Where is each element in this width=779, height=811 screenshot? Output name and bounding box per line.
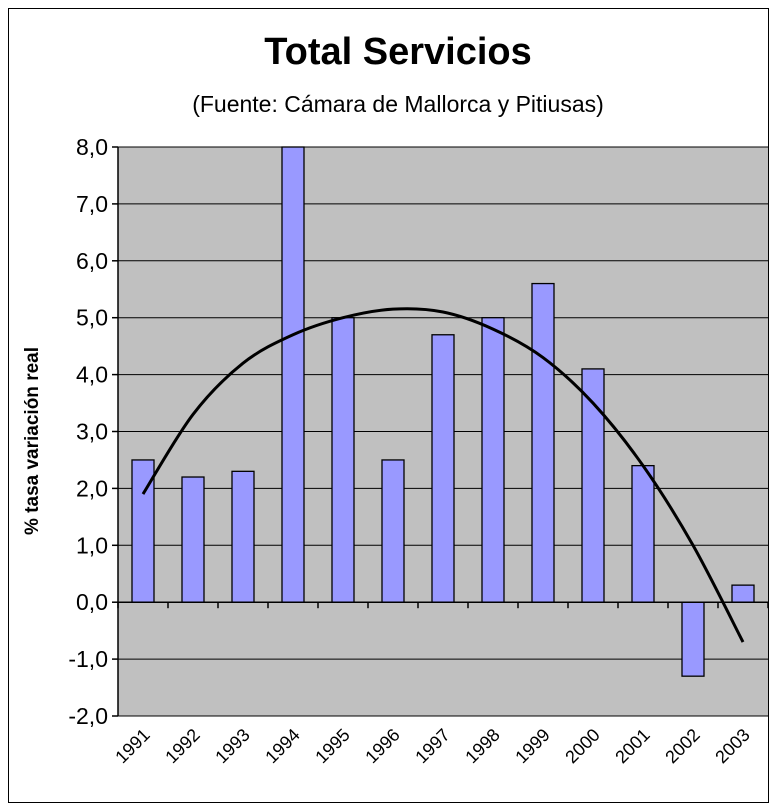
x-tick-label-1997: 1997 [411, 725, 453, 767]
bar-1994 [281, 146, 305, 603]
chart-title: Total Servicios [264, 31, 532, 73]
x-tick-label-1991: 1991 [111, 725, 153, 767]
bar-2002 [681, 601, 705, 677]
y-tick-label: 2,0 [76, 475, 108, 501]
y-tick-label: 7,0 [76, 191, 108, 217]
bar-1997 [431, 334, 455, 603]
bar-2001 [631, 464, 655, 603]
chart-frame: Total Servicios (Fuente: Cámara de Mallo… [8, 8, 769, 803]
axes [112, 146, 769, 717]
x-tick-labels: 1991 1992 1993 1994 1995 1996 1997 1998 1999 2000… [111, 725, 753, 767]
y-tick-label: 8,0 [76, 134, 108, 160]
x-tick-label-1995: 1995 [311, 725, 353, 767]
chart-svg: Total Servicios (Fuente: Cámara de Mallo… [22, 31, 769, 767]
x-tick-label-2003: 2003 [711, 725, 753, 767]
x-tick-label-1998: 1998 [461, 725, 503, 767]
x-tick-label-1999: 1999 [511, 725, 553, 767]
bar-1999 [531, 282, 555, 603]
y-tick-label: 4,0 [76, 362, 108, 388]
bar-1993 [231, 470, 255, 603]
y-tick-label: -1,0 [68, 646, 108, 672]
y-tick-label: 5,0 [76, 305, 108, 331]
bar-1996 [381, 459, 405, 603]
bar-1998 [481, 317, 505, 603]
bar-1995 [331, 317, 355, 603]
y-tick-label: 3,0 [76, 419, 108, 445]
y-tick-label: -2,0 [68, 703, 108, 729]
bar-2003 [731, 584, 755, 603]
y-tick-label: 6,0 [76, 248, 108, 274]
x-tick-label-1992: 1992 [161, 725, 203, 767]
bar-1992 [181, 476, 205, 603]
x-tick-label-1993: 1993 [211, 725, 253, 767]
y-tick-labels: 8,0 7,0 6,0 5,0 4,0 3,0 2,0 1,0 0,0 -1,0 -2,0 [68, 134, 108, 729]
y-tick-label: 0,0 [76, 589, 108, 615]
y-tick-label: 1,0 [76, 532, 108, 558]
trend-line [141, 307, 745, 643]
x-tick-label-2001: 2001 [611, 725, 653, 767]
chart-subtitle: (Fuente: Cámara de Mallorca y Pitiusas) [192, 91, 604, 117]
x-tick-label-2002: 2002 [661, 725, 703, 767]
y-axis-label: % tasa variación real [22, 347, 43, 535]
x-tick-label-1996: 1996 [361, 725, 403, 767]
x-tick-label-2000: 2000 [561, 725, 603, 767]
x-tick-label-1994: 1994 [261, 725, 303, 767]
